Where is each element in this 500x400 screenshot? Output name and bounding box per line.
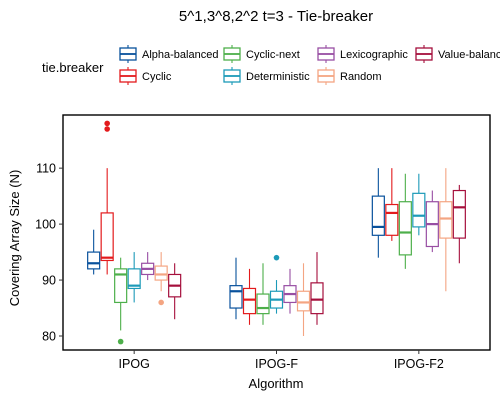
box-IPOG-Deterministic <box>127 252 141 303</box>
y-tick-label: 90 <box>42 274 56 288</box>
x-tick-label: IPOG-F <box>255 357 298 371</box>
box-iqr <box>412 192 426 228</box>
axes: Algorithm Covering Array Size (N) 80 90 10… <box>7 162 444 391</box>
box-IPOG-F-Cyclic <box>242 268 257 325</box>
legend-label: Lexicographic <box>340 49 408 61</box>
legend-label: Alpha-balanced <box>142 49 218 61</box>
box-iqr <box>154 265 168 281</box>
box-iqr <box>310 282 324 315</box>
legend-item-Cyclic-next: Cyclic-next <box>223 45 300 63</box>
x-axis-title: Algorithm <box>249 376 304 391</box>
box-IPOG-Value-balanced <box>168 263 182 320</box>
outlier-point <box>104 126 110 132</box>
box-iqr <box>87 251 101 270</box>
box-iqr <box>385 203 399 236</box>
chart-title: 5^1,3^8,2^2 t=3 - Tie-breaker <box>179 8 373 25</box>
legend-label: Deterministic <box>246 71 310 83</box>
legend-item-Value-balanced: Value-balanced <box>415 45 500 63</box>
legend-item-Lexicographic: Lexicographic <box>317 45 408 63</box>
box-IPOG-F2-Deterministic <box>412 173 426 236</box>
box-IPOG-F2-Cyclic <box>385 168 399 241</box>
box-IPOG-Cyclic <box>100 120 114 275</box>
box-IPOG-F-Cyclic-next <box>256 263 270 325</box>
plot-panel <box>62 114 491 351</box>
box-iqr <box>371 195 385 236</box>
box-IPOG-F-Value-balanced <box>310 252 324 325</box>
legend-item-Alpha-balanced: Alpha-balanced <box>119 45 218 63</box>
box-IPOG-F-Random <box>296 263 311 337</box>
box-iqr <box>398 201 412 256</box>
y-axis-title: Covering Array Size (N) <box>7 170 22 307</box>
box-iqr <box>100 212 114 262</box>
box-IPOG-F-Lexicographic <box>283 268 297 314</box>
box-iqr <box>452 189 466 239</box>
legend-label: Value-balanced <box>438 49 500 61</box>
x-tick-label: IPOG <box>119 357 150 371</box>
box-IPOG-F2-Lexicographic <box>425 190 439 253</box>
legend-item-Deterministic: Deterministic <box>223 67 310 85</box>
y-tick-label: 110 <box>36 162 56 176</box>
box-IPOG-Alpha-balanced <box>87 229 101 275</box>
box-IPOG-F2-Cyclic-next <box>398 173 412 269</box>
legend-label: Random <box>340 71 382 83</box>
box-IPOG-Lexicographic <box>141 252 155 281</box>
box-iqr <box>242 287 257 315</box>
box-iqr <box>296 290 311 312</box>
box-iqr <box>229 285 243 309</box>
box-IPOG-F2-Random <box>439 168 453 292</box>
y-tick-label: 80 <box>42 330 56 344</box>
box-IPOG-F2-Value-balanced <box>452 184 466 264</box>
legend-label: Cyclic <box>142 71 172 83</box>
outlier-point <box>117 338 124 345</box>
outlier-point <box>104 120 110 127</box>
legend-label: Cyclic-next <box>246 49 300 61</box>
box-IPOG-F-Alpha-balanced <box>229 257 243 320</box>
box-iqr <box>256 293 270 315</box>
legend: tie.breaker Alpha-balanced Cyclic Cyclic-n… <box>42 45 500 85</box>
legend-item-Random: Random <box>317 67 382 85</box>
legend-item-Cyclic: Cyclic <box>119 67 172 85</box>
box-IPOG-Random <box>154 252 168 306</box>
y-tick-label: 100 <box>35 218 56 232</box>
box-iqr <box>127 268 141 290</box>
outlier-point <box>158 299 164 306</box>
box-IPOG-Cyclic-next <box>114 257 128 345</box>
x-tick-label: IPOG-F2 <box>394 357 444 371</box>
outlier-point <box>273 254 280 261</box>
box-iqr <box>439 201 453 239</box>
legend-title: tie.breaker <box>42 60 104 75</box>
box-IPOG-F2-Alpha-balanced <box>371 168 385 258</box>
box-IPOG-F-Deterministic <box>269 254 284 314</box>
box-iqr <box>114 268 128 304</box>
